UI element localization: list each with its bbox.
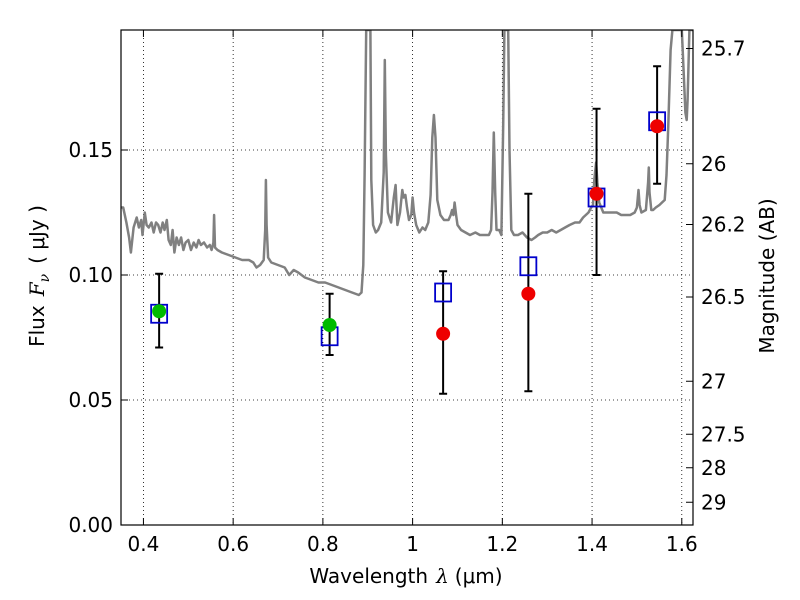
y2-tick-label: 25.7 (701, 37, 746, 61)
x-tick-label: 0.8 (307, 532, 339, 556)
red-point (521, 286, 536, 301)
red-point (650, 119, 665, 134)
x-tick-label: 0.6 (217, 532, 249, 556)
x-tick-label: 1.2 (486, 532, 518, 556)
x-axis-label: Wavelength λ (μm) (309, 564, 502, 588)
x-tick-label: 1 (406, 532, 419, 556)
x-tick-label: 1.6 (666, 532, 698, 556)
x-axis-ticks: 0.4 0.6 0.8 1 1.2 1.4 1.6 (128, 30, 698, 556)
y2-axis-ticks: 25.7 26 26.2 26.5 27 27.5 28 29 (686, 37, 746, 514)
observed-square-marker (434, 282, 453, 303)
data-markers (150, 111, 667, 347)
y-tick-label: 0.15 (68, 138, 113, 162)
y-axis-label: FluxFν( μJy ) (25, 205, 53, 347)
y2-tick-label: 27 (701, 369, 726, 393)
y-tick-label: 0.10 (68, 263, 113, 287)
y2-tick-label: 26.5 (701, 285, 746, 309)
error-bars (155, 65, 662, 395)
y2-tick-label: 27.5 (701, 422, 746, 446)
y2-tick-label: 28 (701, 456, 726, 480)
y-tick-label: 0.05 (68, 388, 113, 412)
y2-tick-label: 29 (701, 490, 726, 514)
red-point (589, 186, 604, 201)
model-spectrum-line (121, 30, 693, 297)
y2-tick-label: 26 (701, 152, 726, 176)
green-point (322, 318, 337, 332)
y-axis-ticks: 0.00 0.05 0.10 0.15 (68, 138, 128, 537)
y2-tick-label: 26.2 (701, 213, 746, 237)
plot-frame (120, 29, 694, 526)
green-point (152, 304, 167, 319)
grid-lines (121, 30, 693, 526)
x-tick-label: 0.4 (128, 532, 160, 556)
y-tick-label: 0.00 (68, 513, 113, 537)
model-spectrum (121, 30, 693, 297)
x-tick-label: 1.4 (576, 532, 608, 556)
y2-axis-label: Magnitude (AB) (755, 198, 779, 353)
red-point (436, 326, 451, 341)
observed-square-marker (519, 256, 538, 277)
